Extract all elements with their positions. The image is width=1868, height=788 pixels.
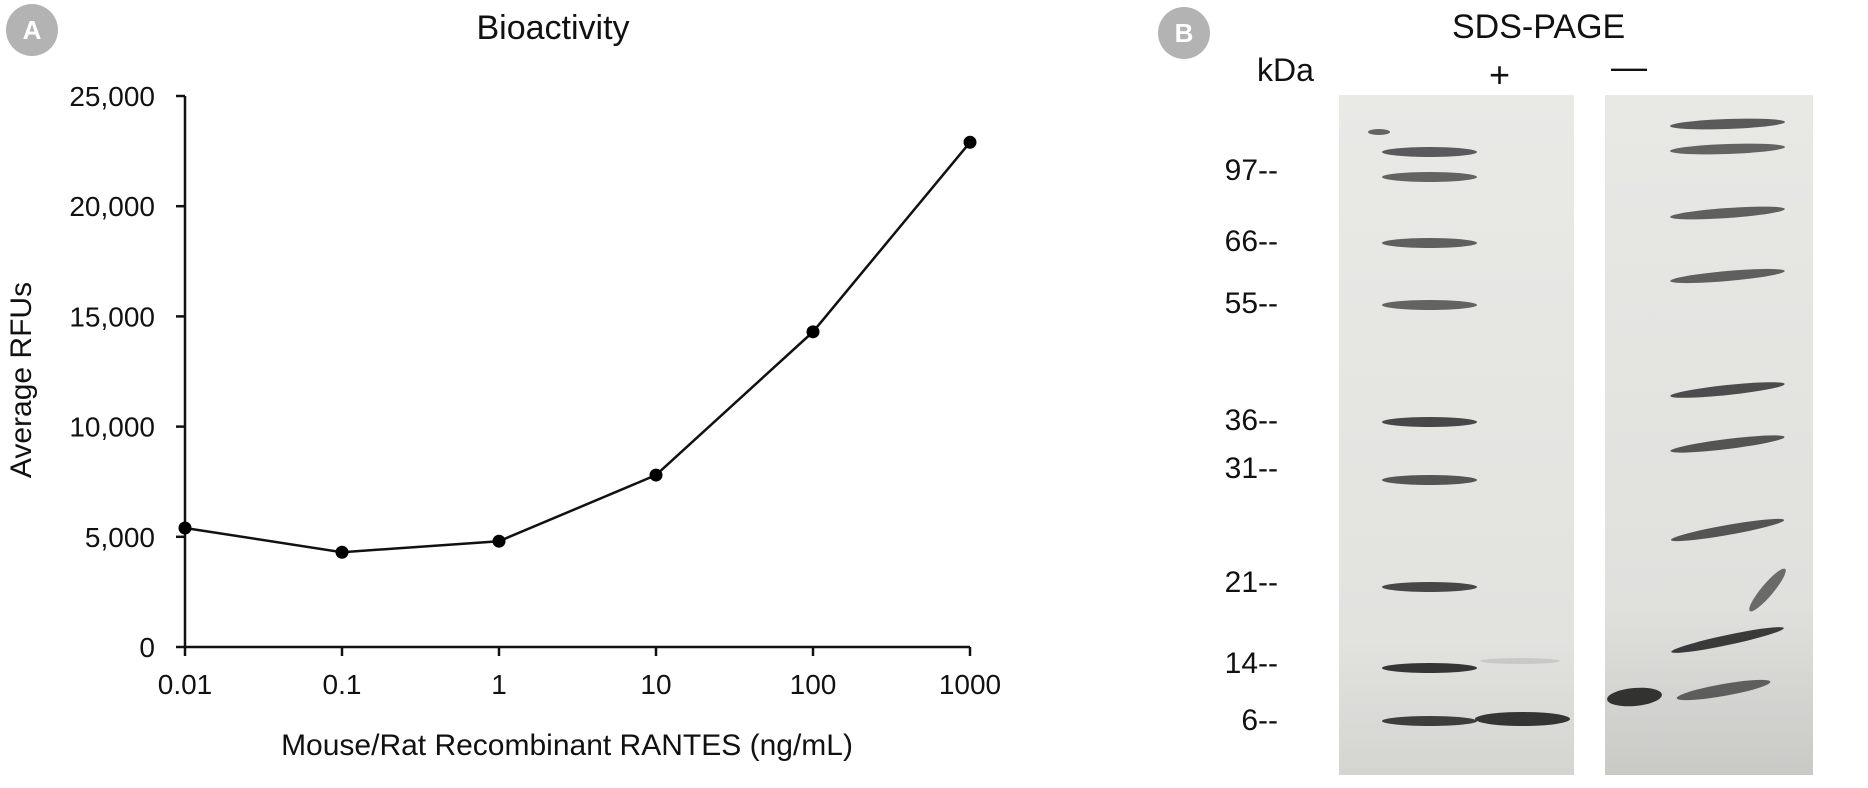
panel-a: A Bioactivity Average RFUs Mouse/Rat Rec… [5,4,1001,762]
x-tick-label: 100 [790,669,837,700]
axes [183,96,970,649]
gel-band [1670,435,1785,453]
data-point [806,325,820,339]
gel-band [1607,687,1662,707]
lane-minus-label: — [1611,46,1647,87]
y-tick-label: 5,000 [85,522,155,553]
gel-band [1670,268,1785,284]
gel-band [1671,627,1784,653]
data-point [492,534,506,548]
data-point [649,468,663,482]
ticks: 0 5,000 10,000 15,000 20,000 25,000 0.01 0.1 1 10… [69,81,1001,700]
gel-band [1670,206,1785,220]
y-tick-label: 20,000 [69,191,155,222]
gel-band [1382,716,1477,726]
data-point [335,545,349,559]
y-axis-label: Average RFUs [5,282,38,478]
gel-band [1670,518,1785,542]
panel-a-badge: A [6,4,58,56]
gel-band [1670,143,1785,155]
gel-strip-2 [1605,95,1813,775]
gel-band [1382,238,1477,248]
gel-band [1670,382,1785,398]
marker-label: 6-- [1241,704,1278,737]
series-line [184,141,971,554]
x-tick-label: 1000 [939,669,1001,700]
gel-band [1382,300,1477,310]
marker-label: 66-- [1224,225,1278,258]
marker-label: 31-- [1224,452,1278,485]
marker-label: 21-- [1224,566,1278,599]
gel-band [1480,658,1560,664]
gel-band [1475,712,1570,726]
y-tick-label: 10,000 [69,412,155,443]
gel-strip-1 [1339,95,1574,775]
y-tick-label: 0 [139,632,155,663]
series [178,135,977,559]
marker-label: 14-- [1224,647,1278,680]
gel-band [1382,663,1477,673]
lane-plus-label: + [1489,54,1511,95]
panel-b-badge: B [1158,7,1210,59]
bioactivity-chart: Bioactivity Average RFUs Mouse/Rat Recom… [5,9,1001,762]
kda-label: kDa [1257,52,1314,88]
gel-band [1368,129,1390,135]
x-tick-label: 1 [491,669,507,700]
chart-title: Bioactivity [476,9,629,47]
gel-band [1382,147,1477,157]
gel-band [1676,679,1771,701]
gel-bands [1368,118,1786,726]
gel-band [1382,475,1477,485]
data-point [963,135,977,149]
marker-label: 36-- [1224,404,1278,437]
y-tick-label: 15,000 [69,301,155,332]
marker-label: 97-- [1224,154,1278,187]
y-tick-label: 25,000 [69,81,155,112]
x-tick-label: 10 [640,669,671,700]
gel-band [1382,417,1477,427]
marker-label: 55-- [1224,287,1278,320]
x-tick-label: 0.01 [158,669,213,700]
gel-band [1670,118,1785,130]
gel-band [1382,172,1477,182]
gel-band [1382,582,1477,592]
x-axis-label: Mouse/Rat Recombinant RANTES (ng/mL) [281,729,853,762]
gel-title: SDS-PAGE [1452,8,1626,46]
panel-b: B SDS-PAGE kDa + — 97-- 66-- 55-- 36-- 31-- 2… [1150,0,1868,783]
gel-image [1339,95,1813,775]
x-tick-label: 0.1 [323,669,362,700]
gel-band [1749,568,1786,612]
data-point [178,521,192,535]
